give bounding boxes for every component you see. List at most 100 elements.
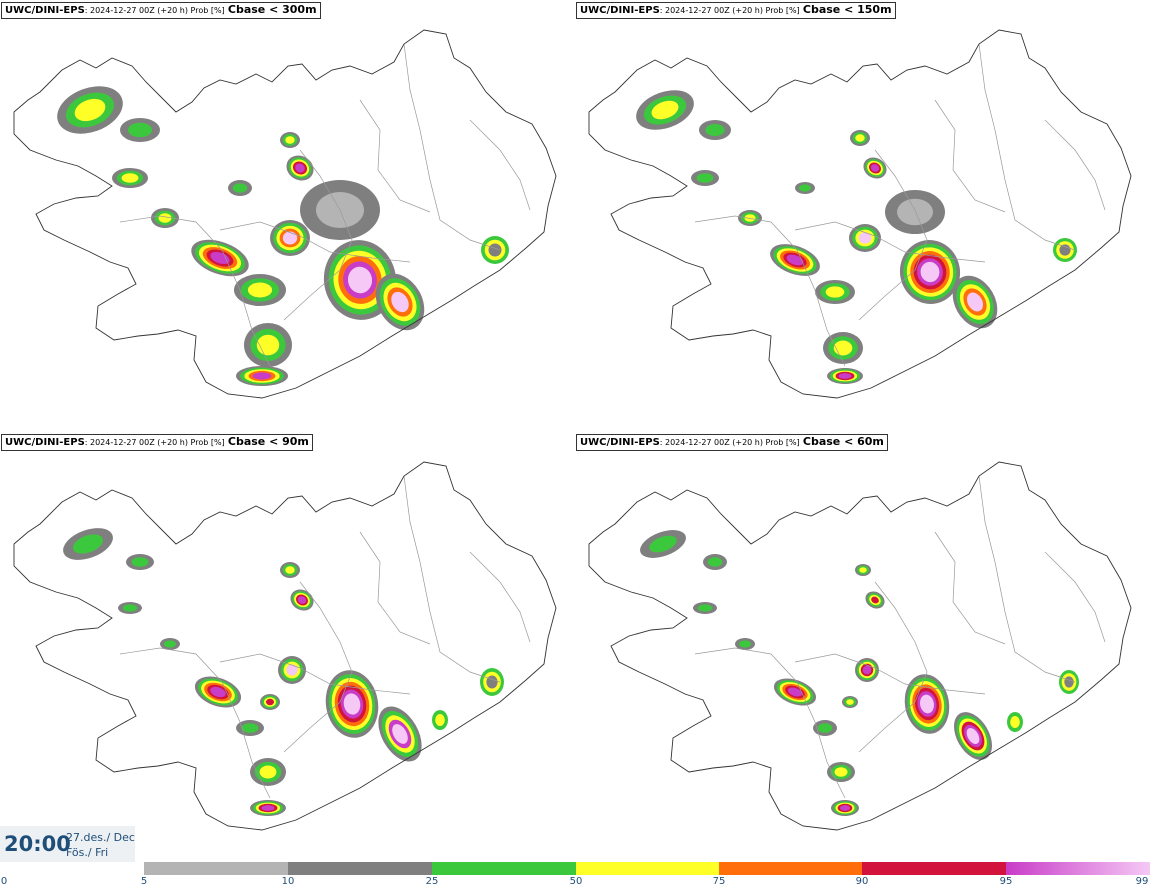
probability-area [228, 180, 252, 196]
map-panel-cbase-60m: UWC/DINI-EPS: 2024-12-27 00Z (+20 h) Pro… [575, 432, 1150, 862]
probability-area [278, 656, 306, 684]
region-boundary [858, 581, 928, 753]
colorbar-segment [862, 862, 1006, 875]
region-boundary [119, 647, 271, 799]
probability-area [191, 239, 249, 277]
probability-area [735, 638, 755, 650]
region-boundary [403, 475, 501, 683]
probability-area [885, 190, 945, 234]
probability-area [954, 712, 992, 760]
probability-contour [286, 664, 298, 676]
probability-contour [920, 694, 934, 714]
probability-contour [649, 535, 677, 553]
probability-contour [261, 805, 275, 811]
probability-contour [164, 640, 176, 648]
region-boundary [469, 551, 531, 643]
probability-contour [858, 232, 872, 244]
probability-contour [840, 805, 850, 811]
probability-contour [696, 173, 714, 183]
region-boundary [934, 531, 1006, 645]
region-boundary [359, 531, 431, 645]
variable-name: Cbase < 60m [802, 435, 884, 448]
run-info: : 2024-12-27 00Z (+20 h) Prob [%] [659, 438, 800, 447]
colorbar-segment [144, 862, 288, 875]
probability-contour [297, 596, 307, 604]
probability-contour [282, 231, 298, 245]
valid-time-box: 20:00 27.des./ Dec Fös./ Fri [0, 826, 135, 862]
probability-contour [210, 686, 226, 698]
probability-area [703, 554, 727, 570]
probability-area [234, 274, 286, 306]
probability-contour [392, 724, 408, 744]
coastline [588, 29, 1132, 399]
probability-area [120, 118, 160, 142]
iceland-map-60m [588, 461, 1132, 831]
probability-area [865, 591, 885, 609]
probability-area [640, 530, 686, 558]
run-info: : 2024-12-27 00Z (+20 h) Prob [%] [659, 6, 800, 15]
colorbar-label: 50 [569, 876, 583, 887]
probability-area [325, 670, 379, 738]
model-name: UWC/DINI-EPS [5, 5, 85, 16]
colorbar-segment [288, 862, 432, 875]
probability-contour [232, 183, 248, 193]
region-boundary [469, 119, 531, 211]
probability-contour [158, 213, 172, 223]
probability-contour [799, 184, 811, 192]
probability-area [194, 676, 242, 708]
probability-contour [252, 372, 272, 380]
variable-name: Cbase < 90m [227, 435, 309, 448]
map-panel-cbase-90m: UWC/DINI-EPS: 2024-12-27 00Z (+20 h) Pro… [0, 432, 575, 862]
panel-title: UWC/DINI-EPS: 2024-12-27 00Z (+20 h) Pro… [1, 434, 313, 451]
region-boundary [283, 149, 353, 321]
probability-area [236, 366, 288, 386]
probability-contour [846, 699, 854, 705]
probability-contour [210, 251, 230, 265]
region-boundary [694, 647, 846, 799]
probability-area [863, 157, 887, 179]
colorbar-label: 75 [712, 876, 726, 887]
probability-area [480, 668, 504, 696]
colorbar-segment [432, 862, 576, 875]
probability-contour [285, 566, 295, 574]
region-boundary [858, 149, 928, 321]
probability-area [904, 674, 950, 734]
probability-contour [833, 340, 853, 356]
probability-contour [435, 714, 445, 726]
probability-contour [347, 266, 373, 294]
colorbar-label: 5 [140, 876, 148, 887]
probability-area [250, 758, 286, 786]
probability-contour [744, 214, 756, 222]
iceland-map-300m [13, 29, 557, 399]
colorbar-label: 0 [0, 876, 8, 887]
probability-contour [1010, 716, 1020, 728]
colorbar-label: 10 [281, 876, 295, 887]
probability-contour [651, 100, 679, 120]
probability-contour [697, 604, 713, 612]
valid-date: 27.des./ Dec Fös./ Fri [66, 830, 135, 860]
region-boundary [794, 653, 986, 695]
probability-area [126, 554, 154, 570]
panel-title: UWC/DINI-EPS: 2024-12-27 00Z (+20 h) Pro… [1, 2, 321, 19]
probability-area [855, 658, 879, 682]
probability-contour [859, 567, 867, 573]
probability-area [244, 323, 292, 367]
run-info: : 2024-12-27 00Z (+20 h) Prob [%] [84, 6, 225, 15]
probability-contour [855, 134, 865, 142]
probability-contour [391, 291, 409, 313]
probability-area [773, 678, 817, 706]
probability-contour [256, 334, 280, 356]
probability-area [1053, 238, 1077, 262]
probability-area [112, 168, 148, 188]
probability-contour [966, 292, 984, 312]
probability-area [375, 273, 425, 331]
valid-date-line1: 27.des./ Dec [66, 831, 135, 844]
probability-area [738, 210, 762, 226]
probability-area [899, 240, 961, 304]
probability-contour [862, 665, 872, 675]
coastline [13, 461, 557, 831]
run-info: : 2024-12-27 00Z (+20 h) Prob [%] [84, 438, 225, 447]
probability-area [1059, 670, 1079, 694]
probability-area [850, 130, 870, 146]
probability-contour [295, 163, 305, 173]
